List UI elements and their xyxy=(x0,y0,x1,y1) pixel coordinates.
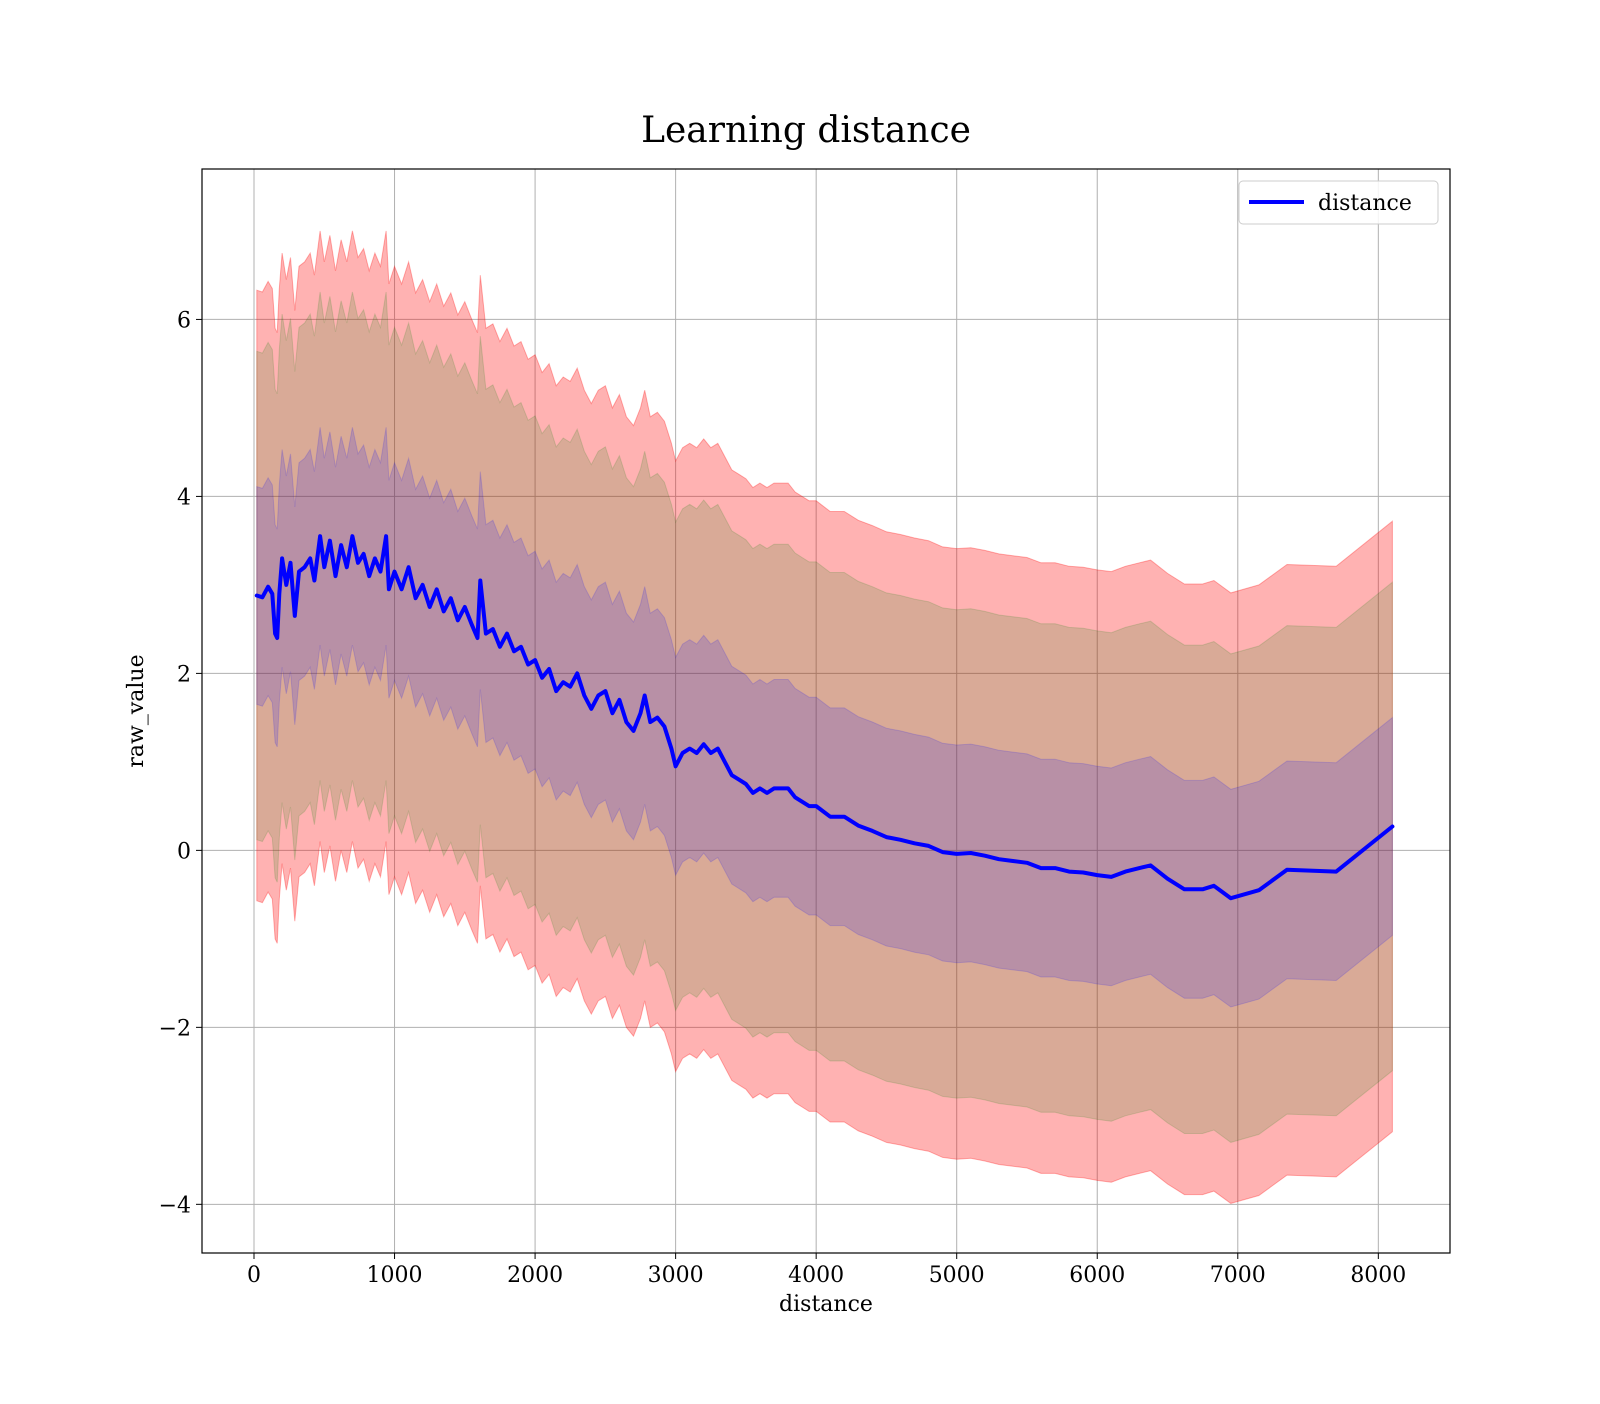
plot-frame xyxy=(201,168,1451,1254)
x-axis-label: distance xyxy=(779,1292,873,1317)
y-tick-label: 0 xyxy=(177,839,191,864)
x-tick-label: 4000 xyxy=(788,1263,844,1288)
x-tick-label: 0 xyxy=(247,1263,261,1288)
legend-box xyxy=(1238,180,1439,225)
x-tick-label: 5000 xyxy=(929,1263,985,1288)
series-line-distance xyxy=(254,534,1395,901)
axis-ticks: 0 1000 2000 3000 4000 5000 6000 7000 8000 −4 −2 0 2 4… xyxy=(159,308,1407,1288)
grid xyxy=(202,169,1450,1253)
x-tick-label: 7000 xyxy=(1210,1263,1266,1288)
series-lines xyxy=(254,534,1395,901)
x-tick-label: 6000 xyxy=(1069,1263,1125,1288)
x-tick-label: 2000 xyxy=(507,1263,563,1288)
y-tick-label: −4 xyxy=(159,1193,191,1218)
chart-title: Learning distance xyxy=(641,110,971,151)
y-tick-label: 4 xyxy=(177,485,191,510)
y-axis-label: raw_value xyxy=(124,654,149,767)
legend: distance xyxy=(1238,180,1439,225)
x-tick-label: 3000 xyxy=(648,1263,704,1288)
x-tick-label: 8000 xyxy=(1350,1263,1406,1288)
confidence-band-1 xyxy=(256,291,1393,1143)
y-tick-label: −2 xyxy=(159,1016,191,1041)
confidence-band-0 xyxy=(256,230,1393,1204)
y-tick-label: 6 xyxy=(177,308,191,333)
legend-label-distance: distance xyxy=(1318,191,1412,216)
confidence-bands xyxy=(256,230,1393,1204)
confidence-band-2 xyxy=(256,427,1393,1008)
x-tick-label: 1000 xyxy=(367,1263,423,1288)
y-tick-label: 2 xyxy=(177,662,191,687)
